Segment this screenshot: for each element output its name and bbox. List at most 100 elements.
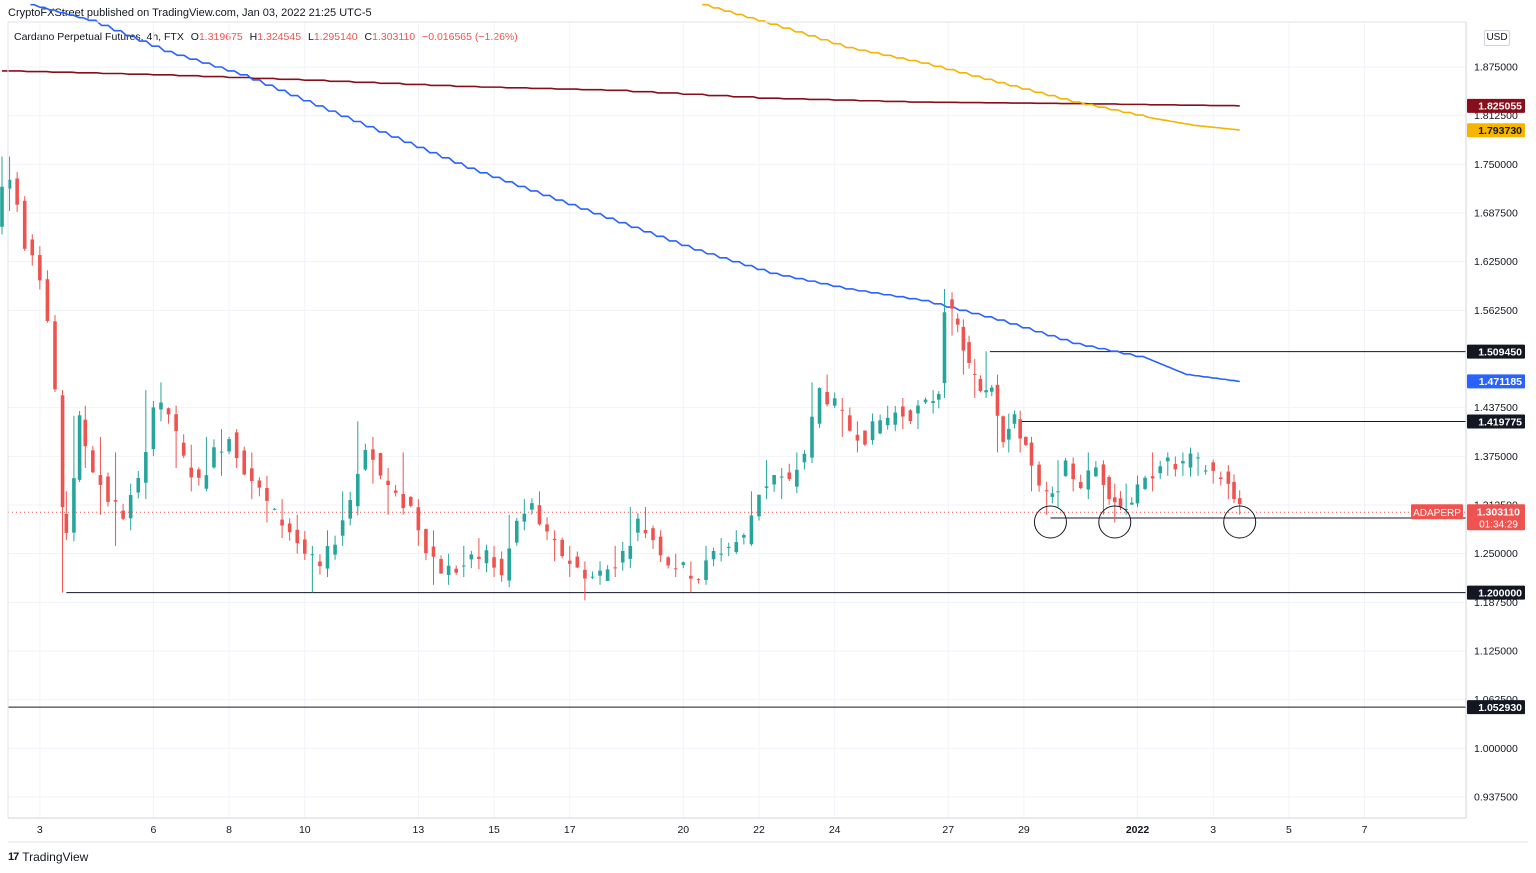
plot-frame <box>7 21 1467 819</box>
candle-body <box>53 321 57 390</box>
candle-body <box>787 472 792 479</box>
price-tag-bg <box>1467 700 1525 715</box>
price-tag-label: 1.509450 <box>1478 346 1522 358</box>
yellow-moving-average <box>702 3 1240 131</box>
candle-body <box>772 475 776 485</box>
candle-body <box>567 560 572 564</box>
candle-body <box>1165 457 1170 462</box>
ohlc-open-label: O <box>190 31 199 43</box>
candle-body <box>560 539 564 557</box>
price-tag-label: 1.793730 <box>1478 125 1522 137</box>
candle-body <box>598 570 602 576</box>
candle-body <box>287 523 292 533</box>
candle-body <box>340 520 345 536</box>
candle-body <box>1124 508 1128 511</box>
candle-body <box>424 529 428 554</box>
candle-body <box>1203 470 1208 472</box>
candle-body <box>1024 436 1028 445</box>
x-tick-label: 29 <box>1018 824 1030 836</box>
candle-body <box>704 560 708 580</box>
publisher-line: CryptoFXStreet published on TradingView.… <box>8 7 372 19</box>
candle-body <box>272 508 277 510</box>
candle-body <box>318 561 322 567</box>
x-tick-label: 13 <box>413 824 425 836</box>
y-tick-label: 0.937500 <box>1474 792 1518 804</box>
candle-body <box>234 432 239 459</box>
support-circle <box>1098 505 1132 539</box>
darkred-moving-average <box>2 70 1240 107</box>
candle-body <box>1101 464 1106 485</box>
y-tick-label: 1.250000 <box>1474 548 1518 560</box>
candle-body <box>461 565 466 567</box>
candle-body <box>333 544 337 555</box>
candle-body <box>1018 419 1022 439</box>
candle-body <box>204 475 209 489</box>
candle-body <box>840 409 845 411</box>
ohlc-open: 1.319675 <box>198 31 243 43</box>
candle-body <box>386 480 390 486</box>
candle-body <box>136 477 141 493</box>
candle-body <box>1143 477 1147 489</box>
candle-body <box>749 515 754 545</box>
candle-body <box>280 519 284 526</box>
tradingview-name: TradingView <box>22 850 89 864</box>
branding[interactable]: 17 TradingView <box>8 850 88 864</box>
candle-body <box>439 559 443 574</box>
candle-body <box>955 318 960 325</box>
y-tick-label: 1.437500 <box>1474 402 1518 414</box>
candle-body <box>923 399 928 403</box>
candle-body <box>1056 491 1060 493</box>
blue-moving-average <box>30 3 1240 383</box>
moving-averages <box>2 3 1240 383</box>
candle-body <box>870 421 875 441</box>
candle-body <box>885 417 890 426</box>
candle-body <box>174 414 178 432</box>
price-tag-bg <box>1467 344 1525 359</box>
candle-body <box>393 490 398 493</box>
candle-body <box>855 434 860 441</box>
candle-body <box>106 476 110 502</box>
candle-body <box>1071 463 1075 480</box>
candle-body <box>978 378 983 392</box>
candle-body <box>961 326 966 351</box>
candle-body <box>401 494 406 509</box>
candle-body <box>166 408 171 415</box>
ohlc-high-label: H <box>249 31 258 43</box>
candle-body <box>64 514 69 533</box>
candle-body <box>60 395 65 508</box>
candle-body <box>492 557 496 568</box>
candle-body <box>848 415 852 431</box>
candle-body <box>477 556 481 559</box>
candle-body <box>1188 453 1193 468</box>
candle-body <box>522 513 527 522</box>
candle-body <box>530 503 534 510</box>
currency-button[interactable]: USD <box>1484 30 1510 46</box>
candle-body <box>408 496 413 506</box>
candle-body <box>1158 466 1163 474</box>
candle-body <box>972 373 977 375</box>
y-tick-label: 1.812500 <box>1474 110 1518 122</box>
candle-body <box>1063 460 1068 477</box>
tradingview-logo: 17 <box>8 851 19 863</box>
candle-body <box>825 392 829 405</box>
x-tick-label: 5 <box>1286 824 1292 836</box>
candle-body <box>696 579 701 581</box>
candle-body <box>719 553 723 555</box>
y-tick-label: 1.125000 <box>1474 646 1518 658</box>
candle-body <box>159 402 163 410</box>
candles <box>0 156 1242 601</box>
candle-body <box>757 494 761 517</box>
price-tag-label: 1.052930 <box>1478 702 1522 714</box>
candle-body <box>651 528 655 541</box>
candle-body <box>742 535 746 538</box>
candle-body <box>91 450 95 473</box>
candle-body <box>15 178 19 205</box>
candle-body <box>552 538 557 541</box>
candle-body <box>605 569 610 581</box>
candle-body <box>242 450 247 475</box>
candle-body <box>726 546 731 548</box>
candle-body <box>1078 482 1083 489</box>
candle-body <box>863 430 867 445</box>
candle-body <box>1218 477 1223 479</box>
